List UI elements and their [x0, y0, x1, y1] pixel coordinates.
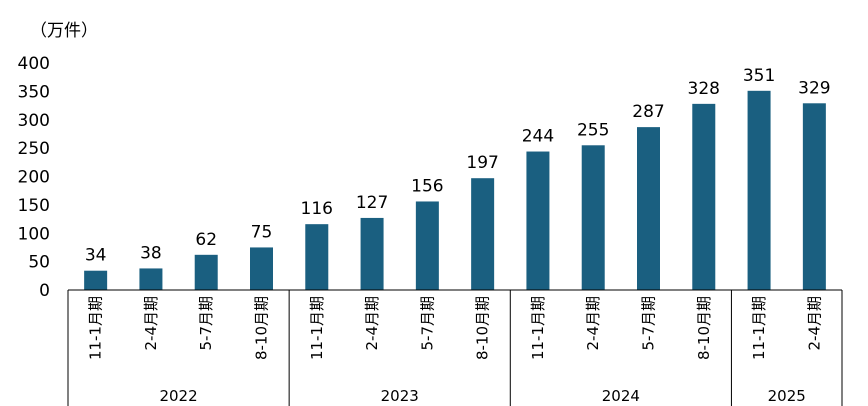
bar	[692, 103, 716, 290]
bar	[84, 270, 108, 290]
bars	[84, 90, 826, 291]
category-label: 8-10月期	[474, 296, 492, 360]
bar	[415, 201, 439, 290]
category-label: 11-1月期	[750, 296, 768, 360]
category-label: 11-1月期	[529, 296, 547, 360]
data-label: 329	[798, 78, 830, 98]
category-label: 5-7月期	[640, 296, 658, 351]
bar	[360, 217, 384, 290]
data-label: 75	[251, 222, 273, 242]
data-label: 351	[743, 66, 775, 86]
bar	[747, 90, 771, 291]
data-label: 62	[195, 230, 217, 250]
category-label: 2-4月期	[805, 296, 823, 351]
category-label: 2-4月期	[584, 296, 602, 351]
data-label: 197	[466, 153, 498, 173]
group-label: 2022	[159, 387, 197, 405]
group-label: 2025	[768, 387, 806, 405]
data-label: 127	[356, 193, 388, 213]
bar	[139, 268, 163, 290]
bar	[802, 103, 826, 290]
y-tick-label: 200	[18, 168, 50, 188]
data-label: 255	[577, 120, 609, 140]
y-tick-label: 400	[18, 54, 50, 74]
bar	[250, 247, 273, 290]
category-label: 2-4月期	[142, 296, 160, 351]
data-label: 244	[522, 127, 554, 147]
category-label: 8-10月期	[695, 296, 713, 360]
category-label: 2-4月期	[363, 296, 381, 351]
y-axis: 0 50 100 150 200 250 300 350 400	[18, 54, 50, 301]
bar	[526, 151, 550, 290]
bar	[194, 254, 218, 290]
category-label: 5-7月期	[197, 296, 215, 351]
data-label: 38	[140, 243, 162, 263]
y-tick-label: 250	[18, 139, 50, 159]
data-label: 287	[632, 102, 664, 122]
y-tick-label: 350	[18, 82, 50, 102]
data-label: 156	[411, 176, 443, 196]
y-tick-label: 300	[18, 111, 50, 131]
data-label: 328	[688, 79, 720, 99]
x-axis: 11-1月期 2-4月期 5-7月期 8-10月期 11-1月期 2-4月期 5-7月期 8-…	[67, 289, 843, 406]
category-label: 5-7月期	[418, 296, 436, 351]
bar	[305, 224, 329, 290]
y-tick-label: 50	[28, 253, 50, 273]
category-label: 8-10月期	[253, 296, 271, 360]
bar	[637, 127, 660, 290]
data-label: 116	[301, 199, 333, 219]
data-label: 34	[85, 246, 107, 266]
y-tick-label: 0	[39, 281, 50, 301]
group-label: 2023	[381, 387, 419, 405]
category-label: 11-1月期	[87, 296, 105, 360]
y-tick-label: 100	[18, 224, 50, 244]
y-tick-label: 150	[18, 196, 50, 216]
bar	[471, 178, 495, 290]
unit-label: （万件）	[30, 21, 98, 41]
data-labels: 34 38 62 75 116 127 156 197 244 255 287 328 351 329	[85, 66, 831, 266]
bar	[581, 145, 605, 290]
category-label: 11-1月期	[308, 296, 326, 360]
group-label: 2024	[602, 387, 640, 405]
